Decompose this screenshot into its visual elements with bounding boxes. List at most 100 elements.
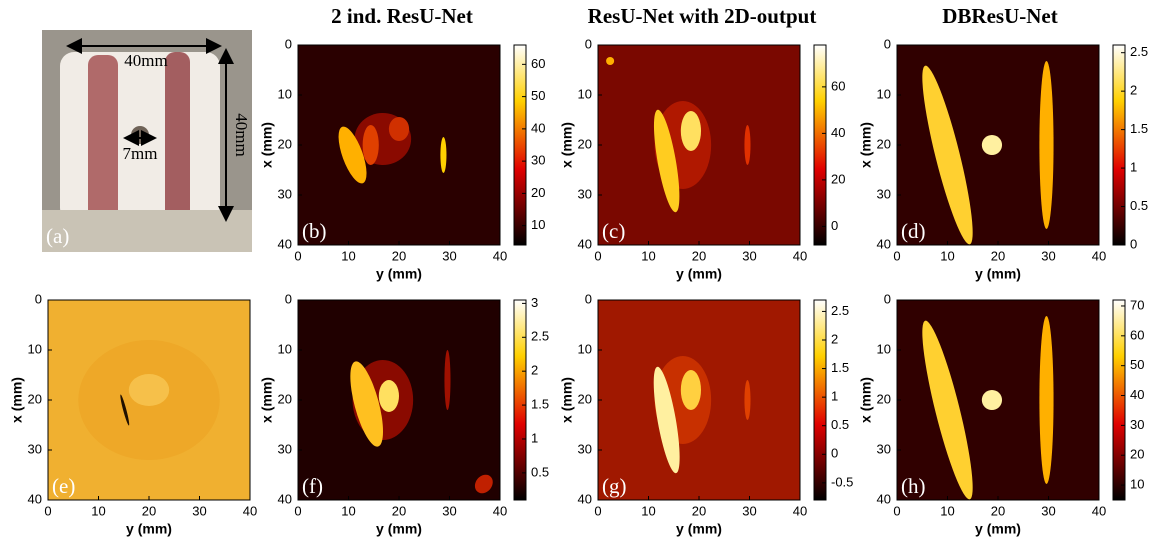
x-tick-label: 10 bbox=[341, 503, 355, 518]
y-tick-label: 10 bbox=[278, 341, 292, 356]
y-tick-label: 30 bbox=[278, 441, 292, 456]
colorbar-tick-label: 2.5 bbox=[831, 303, 849, 318]
colorbar-tick-label: 50 bbox=[531, 88, 545, 103]
y-tick-label: 30 bbox=[28, 441, 42, 456]
y-tick-label: 10 bbox=[578, 86, 592, 101]
image-blob bbox=[981, 390, 1003, 410]
column-title: 2 ind. ResU-Net bbox=[331, 4, 473, 28]
colorbar bbox=[513, 44, 527, 246]
panel-label: (b) bbox=[302, 219, 327, 243]
x-tick-label: 0 bbox=[294, 503, 301, 518]
colorbar bbox=[1112, 299, 1126, 501]
colorbar-tick-label: 0 bbox=[1130, 236, 1137, 251]
x-axis-label: y (mm) bbox=[376, 266, 422, 282]
image bbox=[350, 350, 493, 494]
colorbar-tick-label: 0.5 bbox=[831, 417, 849, 432]
x-tick-label: 40 bbox=[1092, 248, 1106, 263]
image-blob bbox=[474, 474, 493, 494]
colorbar-tick-label: 1.5 bbox=[1130, 121, 1148, 136]
y-tick-label: 40 bbox=[278, 491, 292, 506]
y-axis-label: x (mm) bbox=[9, 377, 25, 423]
image-blob bbox=[680, 111, 702, 151]
x-tick-label: 20 bbox=[692, 503, 706, 518]
x-tick-label: 0 bbox=[893, 503, 900, 518]
y-tick-label: 0 bbox=[285, 36, 292, 51]
image-blob bbox=[680, 370, 702, 410]
colorbar-tick-label: 60 bbox=[531, 56, 545, 71]
image-blob bbox=[1039, 316, 1054, 484]
colorbar-tick-label: 40 bbox=[1130, 387, 1144, 402]
x-tick-label: 20 bbox=[991, 248, 1005, 263]
x-tick-label: 0 bbox=[594, 503, 601, 518]
column-title: DBResU-Net bbox=[942, 4, 1057, 28]
image bbox=[606, 57, 751, 213]
x-tick-label: 0 bbox=[594, 248, 601, 263]
panel-label: (g) bbox=[602, 474, 627, 498]
colorbar-tick-label: 1.5 bbox=[831, 360, 849, 375]
image-blob bbox=[444, 350, 451, 410]
x-tick-label: 30 bbox=[442, 503, 456, 518]
colorbar bbox=[813, 44, 827, 246]
y-tick-label: 20 bbox=[578, 136, 592, 151]
y-tick-label: 10 bbox=[278, 86, 292, 101]
image bbox=[78, 340, 220, 460]
y-tick-label: 0 bbox=[35, 291, 42, 306]
colorbar-tick-label: 2.5 bbox=[531, 329, 549, 344]
y-tick-label: 30 bbox=[877, 441, 891, 456]
image-blob bbox=[362, 125, 379, 165]
photo-hole: 7mm bbox=[123, 144, 158, 163]
colorbar-tick-label: 1 bbox=[531, 430, 538, 445]
colorbar-tick-label: 60 bbox=[831, 78, 845, 93]
colorbar-tick-label: 60 bbox=[1130, 327, 1144, 342]
x-tick-label: 40 bbox=[493, 248, 507, 263]
x-tick-label: 30 bbox=[742, 248, 756, 263]
y-tick-label: 40 bbox=[877, 236, 891, 251]
column-title: ResU-Net with 2D-output bbox=[588, 4, 817, 28]
colorbar-tick-label: 2.5 bbox=[1130, 44, 1148, 59]
x-tick-label: 10 bbox=[940, 248, 954, 263]
x-tick-label: 40 bbox=[793, 503, 807, 518]
y-tick-label: 20 bbox=[877, 136, 891, 151]
y-tick-label: 40 bbox=[278, 236, 292, 251]
y-tick-label: 30 bbox=[578, 441, 592, 456]
x-tick-label: 40 bbox=[1092, 503, 1106, 518]
x-axis-label: y (mm) bbox=[676, 266, 722, 282]
image-blob bbox=[1039, 61, 1054, 229]
colorbar-tick-label: 1 bbox=[831, 389, 838, 404]
panel-label: (f) bbox=[302, 474, 323, 498]
colorbar-tick-label: 40 bbox=[531, 120, 545, 135]
x-tick-label: 0 bbox=[294, 248, 301, 263]
x-tick-label: 30 bbox=[1041, 503, 1055, 518]
y-tick-label: 0 bbox=[884, 291, 891, 306]
y-tick-label: 40 bbox=[877, 491, 891, 506]
x-tick-label: 40 bbox=[243, 503, 257, 518]
image bbox=[922, 61, 1054, 245]
panel-label: (d) bbox=[901, 219, 926, 243]
colorbar-tick-label: 20 bbox=[1130, 447, 1144, 462]
colorbar bbox=[813, 299, 827, 501]
x-axis-label: y (mm) bbox=[676, 521, 722, 537]
y-tick-label: 30 bbox=[578, 186, 592, 201]
colorbar-tick-label: 2 bbox=[831, 331, 838, 346]
colorbar-tick-label: 0.5 bbox=[531, 464, 549, 479]
colorbar-tick-label: 0 bbox=[831, 218, 838, 233]
image-blob bbox=[388, 117, 410, 141]
y-tick-label: 0 bbox=[285, 291, 292, 306]
x-tick-label: 20 bbox=[392, 248, 406, 263]
x-axis-label: y (mm) bbox=[975, 266, 1021, 282]
image-blob bbox=[378, 380, 399, 412]
panel-label: (h) bbox=[901, 474, 926, 498]
photo-height: 40mm bbox=[232, 113, 251, 156]
colorbar-tick-label: 10 bbox=[531, 217, 545, 232]
colorbar-tick-label: 70 bbox=[1130, 297, 1144, 312]
colorbar-tick-label: 1 bbox=[1130, 160, 1137, 175]
x-axis-label: y (mm) bbox=[376, 521, 422, 537]
x-tick-label: 30 bbox=[1041, 248, 1055, 263]
y-tick-label: 10 bbox=[578, 341, 592, 356]
colorbar-tick-label: 20 bbox=[531, 185, 545, 200]
y-tick-label: 10 bbox=[877, 341, 891, 356]
